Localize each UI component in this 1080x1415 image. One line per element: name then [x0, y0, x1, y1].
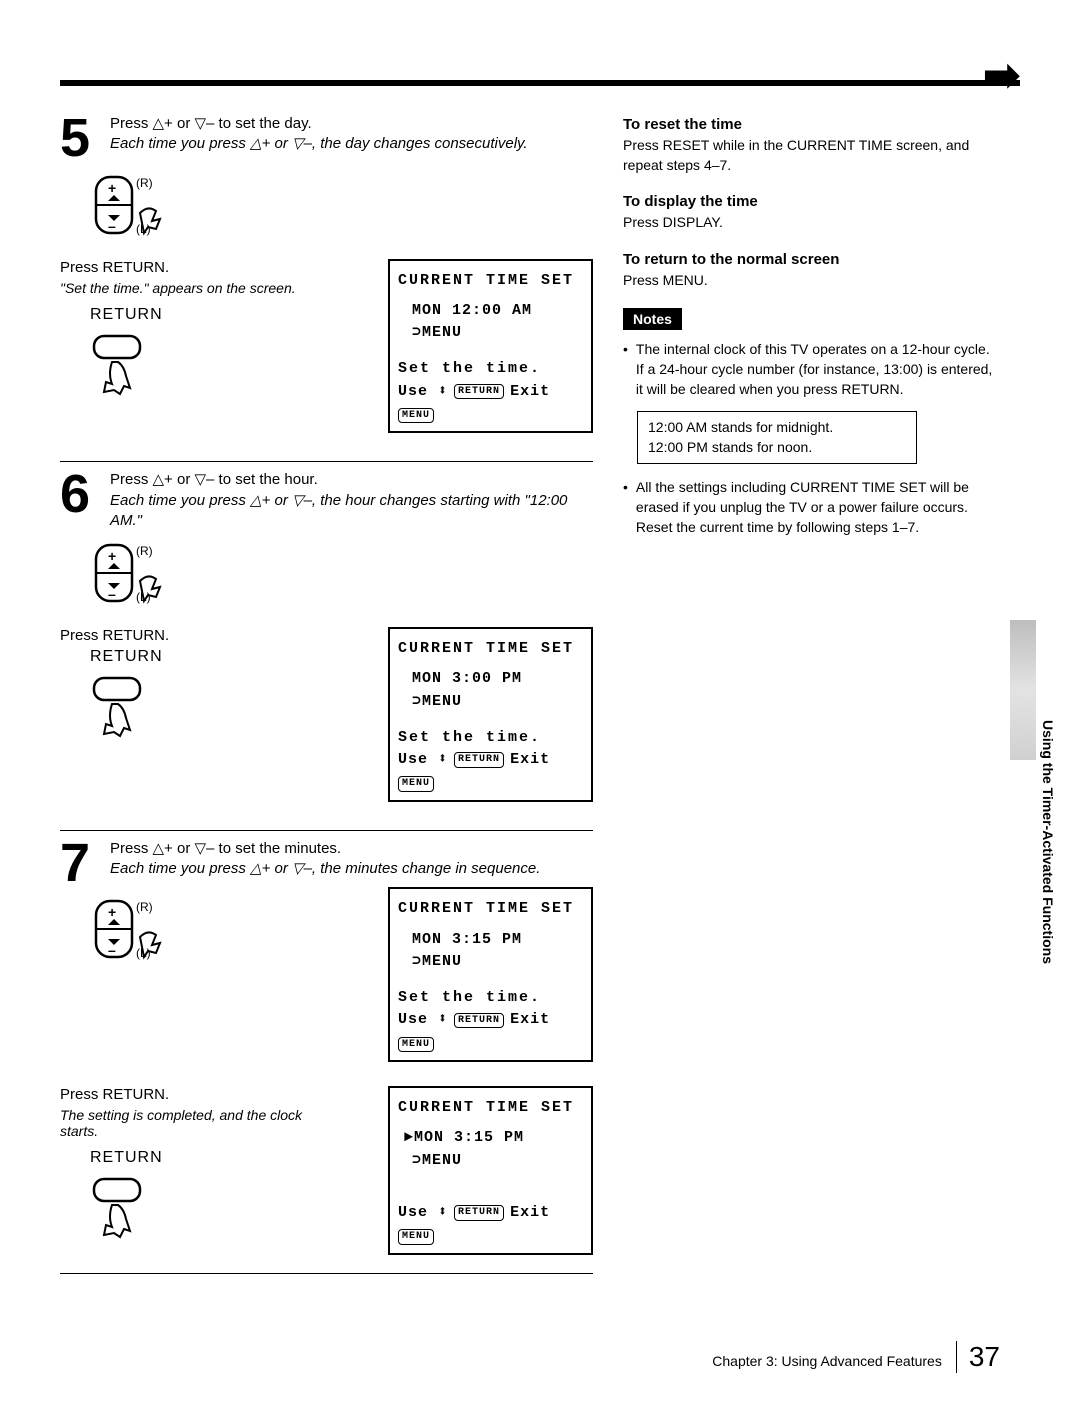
- scr2-menu-box: MENU: [398, 776, 434, 792]
- svg-text:+: +: [108, 180, 116, 196]
- step-7: 7 Press △+ or ▽– to set the minutes. Eac…: [60, 830, 593, 1274]
- display-title: To display the time: [623, 193, 993, 210]
- top-rule: [60, 80, 1020, 86]
- svg-text:(R): (R): [136, 900, 153, 914]
- return-label-1: RETURN: [90, 306, 340, 324]
- scr3-l2: MON 3:15 PM: [412, 930, 583, 950]
- scr2-return-box: RETURN: [454, 752, 504, 768]
- sub7a-label: Press RETURN.: [60, 1086, 340, 1103]
- sub6a-label: Press RETURN.: [60, 627, 340, 644]
- scr4-l1: CURRENT TIME SET: [398, 1098, 583, 1118]
- screen-3: CURRENT TIME SET MON 3:15 PM ⊃MENU Set t…: [388, 887, 593, 1062]
- return-button-icon-3: [90, 1175, 340, 1245]
- svg-text:+: +: [108, 904, 116, 920]
- bullet-icon-2: •: [623, 478, 628, 537]
- side-tab-label: Using the Timer-Activated Functions: [1040, 720, 1056, 964]
- return-text: Press MENU.: [623, 271, 993, 291]
- note2-text: All the settings including CURRENT TIME …: [636, 478, 993, 537]
- step-number-5: 5: [60, 114, 100, 163]
- page-footer: Chapter 3: Using Advanced Features 37: [712, 1341, 1000, 1373]
- scr3-l4: Set the time.: [398, 988, 583, 1008]
- scr3-l5c: Exit: [510, 1010, 550, 1030]
- updown-button-icon-2: + – (R) (L): [90, 539, 593, 619]
- step-5: 5 Press △+ or ▽– to set the day. Each ti…: [60, 106, 593, 433]
- bullet-icon: •: [623, 340, 628, 399]
- return-button-icon: [90, 332, 340, 402]
- step-number-7: 7: [60, 839, 100, 888]
- svg-text:(R): (R): [136, 176, 153, 190]
- scr4-l5c: Exit: [510, 1203, 550, 1223]
- return-label-2: RETURN: [90, 648, 340, 666]
- scr1-menu-box: MENU: [398, 408, 434, 424]
- continue-arrow-icon: ➡: [983, 50, 1020, 101]
- scr1-l3: ⊃MENU: [412, 323, 583, 343]
- note-box: 12:00 AM stands for midnight. 12:00 PM s…: [637, 411, 917, 464]
- step5-subtitle: Each time you press △+ or ▽–, the day ch…: [110, 134, 593, 154]
- scr1-return-box: RETURN: [454, 384, 504, 400]
- scr4-l5a: Use ⬍: [398, 1203, 448, 1223]
- scr1-l5c: Exit: [510, 382, 550, 402]
- sub7a-italic: The setting is completed, and the clock …: [60, 1107, 340, 1139]
- scr2-l3: ⊃MENU: [412, 692, 583, 712]
- updown-button-icon-3: + – (R) (L): [90, 895, 340, 975]
- scr4-l2: ►MON 3:15 PM: [404, 1128, 583, 1148]
- scr2-l2: MON 3:00 PM: [412, 669, 583, 689]
- note1-text: The internal clock of this TV operates o…: [636, 340, 993, 399]
- step5-title: Press △+ or ▽– to set the day.: [110, 114, 593, 134]
- reset-title: To reset the time: [623, 116, 993, 133]
- scr4-menu-box: MENU: [398, 1229, 434, 1245]
- svg-text:–: –: [108, 586, 116, 602]
- step-6: 6 Press △+ or ▽– to set the hour. Each t…: [60, 461, 593, 802]
- return-title: To return to the normal screen: [623, 251, 993, 268]
- scr3-l1: CURRENT TIME SET: [398, 899, 583, 919]
- scr2-l5a: Use ⬍: [398, 750, 448, 770]
- svg-text:–: –: [108, 218, 116, 234]
- display-text: Press DISPLAY.: [623, 213, 993, 233]
- sub5a-label: Press RETURN.: [60, 259, 340, 276]
- scr4-l3: ⊃MENU: [412, 1151, 583, 1171]
- scr1-l2: MON 12:00 AM: [412, 301, 583, 321]
- chapter-label: Chapter 3: Using Advanced Features: [712, 1353, 942, 1369]
- scr2-l1: CURRENT TIME SET: [398, 639, 583, 659]
- step6-subtitle: Each time you press △+ or ▽–, the hour c…: [110, 491, 593, 532]
- reset-text: Press RESET while in the CURRENT TIME sc…: [623, 136, 993, 175]
- svg-text:–: –: [108, 942, 116, 958]
- step-number-6: 6: [60, 470, 100, 519]
- box-line1: 12:00 AM stands for midnight.: [648, 418, 906, 438]
- screen-1: CURRENT TIME SET MON 12:00 AM ⊃MENU Set …: [388, 259, 593, 434]
- step7-title: Press △+ or ▽– to set the minutes.: [110, 839, 593, 859]
- updown-button-icon: + – (R) (L): [90, 171, 593, 251]
- scr3-l3: ⊃MENU: [412, 952, 583, 972]
- svg-text:+: +: [108, 548, 116, 564]
- return-button-icon-2: [90, 674, 340, 744]
- scan-artifact: [1010, 620, 1036, 760]
- notes-badge: Notes: [623, 308, 682, 330]
- scr4-return-box: RETURN: [454, 1205, 504, 1221]
- scr3-menu-box: MENU: [398, 1037, 434, 1053]
- scr3-l5a: Use ⬍: [398, 1010, 448, 1030]
- scr2-l5c: Exit: [510, 750, 550, 770]
- return-label-3: RETURN: [90, 1149, 340, 1167]
- scr2-l4: Set the time.: [398, 728, 583, 748]
- box-line2: 12:00 PM stands for noon.: [648, 438, 906, 458]
- step6-title: Press △+ or ▽– to set the hour.: [110, 470, 593, 490]
- step7-subtitle: Each time you press △+ or ▽–, the minute…: [110, 859, 593, 879]
- scr1-l4: Set the time.: [398, 359, 583, 379]
- screen-2: CURRENT TIME SET MON 3:00 PM ⊃MENU Set t…: [388, 627, 593, 802]
- scr1-l5a: Use ⬍: [398, 382, 448, 402]
- svg-text:(R): (R): [136, 544, 153, 558]
- screen-4: CURRENT TIME SET ►MON 3:15 PM ⊃MENU Use …: [388, 1086, 593, 1255]
- sub5a-italic: "Set the time." appears on the screen.: [60, 280, 340, 296]
- scr3-return-box: RETURN: [454, 1013, 504, 1029]
- scr1-l1: CURRENT TIME SET: [398, 271, 583, 291]
- page-number: 37: [956, 1341, 1000, 1373]
